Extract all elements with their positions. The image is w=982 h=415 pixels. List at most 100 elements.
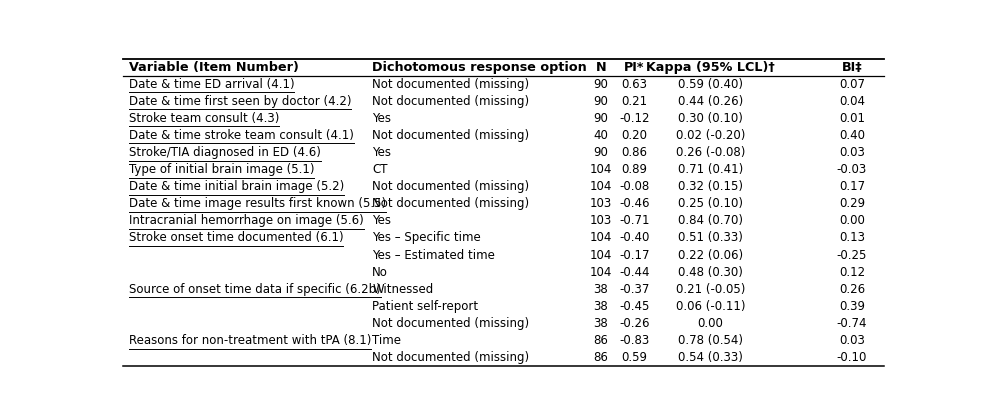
Text: 0.89: 0.89 [622, 163, 647, 176]
Text: 0.59 (0.40): 0.59 (0.40) [678, 78, 742, 90]
Text: Kappa (95% LCL)†: Kappa (95% LCL)† [646, 61, 775, 74]
Text: 0.44 (0.26): 0.44 (0.26) [678, 95, 743, 107]
Text: 104: 104 [589, 266, 612, 278]
Text: 0.48 (0.30): 0.48 (0.30) [678, 266, 742, 278]
Text: Witnessed: Witnessed [372, 283, 434, 296]
Text: Date & time initial brain image (5.2): Date & time initial brain image (5.2) [129, 180, 344, 193]
Text: 90: 90 [593, 112, 608, 125]
Text: -0.83: -0.83 [619, 334, 649, 347]
Text: 0.84 (0.70): 0.84 (0.70) [678, 214, 742, 227]
Text: 0.26: 0.26 [839, 283, 865, 296]
Text: Not documented (missing): Not documented (missing) [372, 317, 529, 330]
Text: -0.71: -0.71 [619, 214, 649, 227]
Text: Yes: Yes [372, 146, 392, 159]
Text: 86: 86 [593, 351, 608, 364]
Text: -0.25: -0.25 [837, 249, 867, 261]
Text: Stroke team consult (4.3): Stroke team consult (4.3) [129, 112, 279, 125]
Text: 0.07: 0.07 [839, 78, 865, 90]
Text: Time: Time [372, 334, 402, 347]
Text: 0.51 (0.33): 0.51 (0.33) [678, 232, 742, 244]
Text: Not documented (missing): Not documented (missing) [372, 129, 529, 142]
Text: 0.26 (-0.08): 0.26 (-0.08) [676, 146, 745, 159]
Text: 0.00: 0.00 [697, 317, 723, 330]
Text: 0.54 (0.33): 0.54 (0.33) [678, 351, 742, 364]
Text: 0.06 (-0.11): 0.06 (-0.11) [676, 300, 745, 313]
Text: -0.12: -0.12 [619, 112, 649, 125]
Text: Dichotomous response option: Dichotomous response option [372, 61, 587, 74]
Text: -0.44: -0.44 [619, 266, 649, 278]
Text: Source of onset time data if specific (6.2b): Source of onset time data if specific (6… [129, 283, 381, 296]
Text: Not documented (missing): Not documented (missing) [372, 95, 529, 107]
Text: 0.20: 0.20 [622, 129, 647, 142]
Text: Intracranial hemorrhage on image (5.6): Intracranial hemorrhage on image (5.6) [129, 214, 363, 227]
Text: Date & time stroke team consult (4.1): Date & time stroke team consult (4.1) [129, 129, 354, 142]
Text: 0.12: 0.12 [839, 266, 865, 278]
Text: 103: 103 [589, 197, 612, 210]
Text: Reasons for non-treatment with tPA (8.1): Reasons for non-treatment with tPA (8.1) [129, 334, 371, 347]
Text: Stroke/TIA diagnosed in ED (4.6): Stroke/TIA diagnosed in ED (4.6) [129, 146, 321, 159]
Text: 40: 40 [593, 129, 608, 142]
Text: 0.25 (0.10): 0.25 (0.10) [678, 197, 742, 210]
Text: 86: 86 [593, 334, 608, 347]
Text: 0.21: 0.21 [621, 95, 647, 107]
Text: -0.08: -0.08 [619, 180, 649, 193]
Text: 0.30 (0.10): 0.30 (0.10) [678, 112, 742, 125]
Text: -0.46: -0.46 [619, 197, 649, 210]
Text: 0.39: 0.39 [839, 300, 865, 313]
Text: 104: 104 [589, 163, 612, 176]
Text: 104: 104 [589, 249, 612, 261]
Text: Not documented (missing): Not documented (missing) [372, 197, 529, 210]
Text: Date & time first seen by doctor (4.2): Date & time first seen by doctor (4.2) [129, 95, 352, 107]
Text: 90: 90 [593, 146, 608, 159]
Text: -0.37: -0.37 [619, 283, 649, 296]
Text: -0.10: -0.10 [837, 351, 867, 364]
Text: 0.02 (-0.20): 0.02 (-0.20) [676, 129, 745, 142]
Text: Not documented (missing): Not documented (missing) [372, 180, 529, 193]
Text: 0.29: 0.29 [839, 197, 865, 210]
Text: 90: 90 [593, 78, 608, 90]
Text: BI‡: BI‡ [842, 61, 862, 74]
Text: 0.32 (0.15): 0.32 (0.15) [678, 180, 742, 193]
Text: Type of initial brain image (5.1): Type of initial brain image (5.1) [129, 163, 314, 176]
Text: Not documented (missing): Not documented (missing) [372, 351, 529, 364]
Text: Variable (Item Number): Variable (Item Number) [129, 61, 299, 74]
Text: Patient self-report: Patient self-report [372, 300, 478, 313]
Text: 0.17: 0.17 [839, 180, 865, 193]
Text: 104: 104 [589, 232, 612, 244]
Text: Not documented (missing): Not documented (missing) [372, 78, 529, 90]
Text: -0.45: -0.45 [619, 300, 649, 313]
Text: 0.00: 0.00 [839, 214, 865, 227]
Text: -0.40: -0.40 [619, 232, 649, 244]
Text: 38: 38 [593, 283, 608, 296]
Text: 104: 104 [589, 180, 612, 193]
Text: 38: 38 [593, 317, 608, 330]
Text: 0.40: 0.40 [839, 129, 865, 142]
Text: No: No [372, 266, 388, 278]
Text: 0.01: 0.01 [839, 112, 865, 125]
Text: N: N [595, 61, 606, 74]
Text: Date & time image results first known (5.5): Date & time image results first known (5… [129, 197, 386, 210]
Text: -0.26: -0.26 [619, 317, 649, 330]
Text: 0.03: 0.03 [839, 146, 865, 159]
Text: 0.04: 0.04 [839, 95, 865, 107]
Text: Date & time ED arrival (4.1): Date & time ED arrival (4.1) [129, 78, 295, 90]
Text: Yes – Specific time: Yes – Specific time [372, 232, 481, 244]
Text: Yes: Yes [372, 214, 392, 227]
Text: 103: 103 [589, 214, 612, 227]
Text: CT: CT [372, 163, 388, 176]
Text: -0.17: -0.17 [619, 249, 649, 261]
Text: 0.63: 0.63 [622, 78, 647, 90]
Text: 0.21 (-0.05): 0.21 (-0.05) [676, 283, 745, 296]
Text: 0.71 (0.41): 0.71 (0.41) [678, 163, 743, 176]
Text: 0.86: 0.86 [622, 146, 647, 159]
Text: Stroke onset time documented (6.1): Stroke onset time documented (6.1) [129, 232, 344, 244]
Text: 0.59: 0.59 [622, 351, 647, 364]
Text: Yes: Yes [372, 112, 392, 125]
Text: 0.78 (0.54): 0.78 (0.54) [678, 334, 742, 347]
Text: 0.03: 0.03 [839, 334, 865, 347]
Text: -0.74: -0.74 [837, 317, 867, 330]
Text: 0.22 (0.06): 0.22 (0.06) [678, 249, 742, 261]
Text: PI*: PI* [624, 61, 644, 74]
Text: -0.03: -0.03 [837, 163, 867, 176]
Text: Yes – Estimated time: Yes – Estimated time [372, 249, 495, 261]
